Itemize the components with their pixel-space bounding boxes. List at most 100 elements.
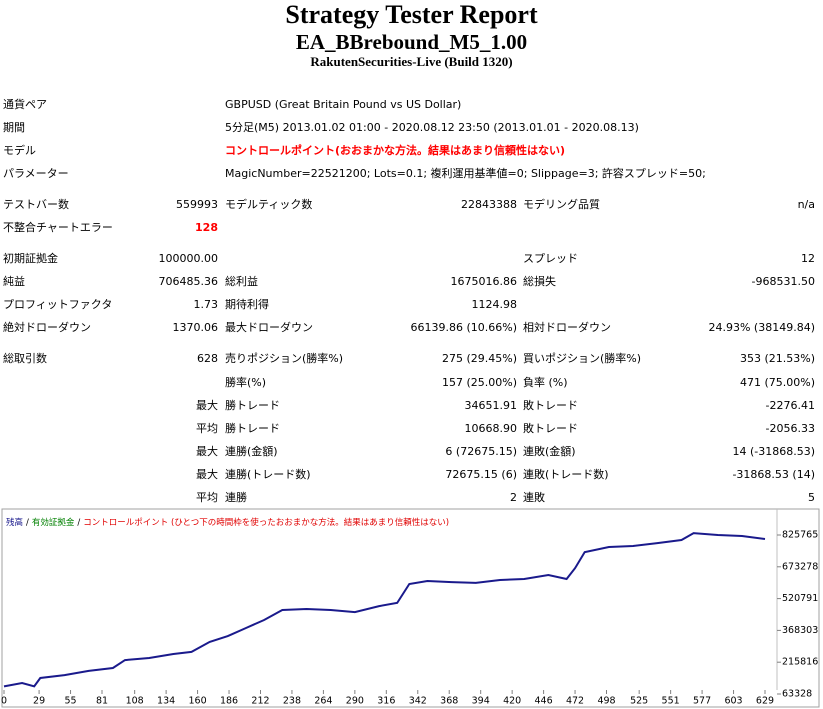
y-tick-label: 673278 <box>782 561 818 572</box>
x-tick-label: 0 <box>1 696 7 707</box>
stat-label: 勝トレード <box>225 399 280 412</box>
stat-value: 34651.91 <box>464 399 518 412</box>
stat-value: 353 (21.53%) <box>739 352 815 365</box>
stat-value: 100000.00 <box>158 252 219 265</box>
x-tick-label: 472 <box>566 696 584 707</box>
info-label: 通貨ペア <box>3 98 47 111</box>
balance-line <box>3 532 766 688</box>
stat-value: 最大 <box>196 445 218 458</box>
stat-value: 1370.06 <box>172 321 219 334</box>
stat-label: 期待利得 <box>225 298 269 311</box>
stat-value: 72675.15 (6) <box>445 468 517 481</box>
info-value: コントロールポイント(おおまかな方法。結果はあまり信頼性はない) <box>225 144 566 157</box>
stat-label: 連敗 <box>523 491 545 504</box>
chart-legend: 残高 / 有効証拠金 / コントロールポイント (ひとつ下の時間枠を使ったおおまかな方法… <box>6 517 449 528</box>
stat-value: 628 <box>197 352 218 365</box>
stat-label: 絶対ドローダウン <box>3 321 91 334</box>
x-tick-label: 264 <box>314 696 332 707</box>
x-tick-label: 212 <box>251 696 269 707</box>
y-tick-label: 368303 <box>782 625 818 636</box>
stat-value: 22843388 <box>461 198 517 211</box>
x-tick-label: 498 <box>597 696 615 707</box>
x-tick-label: 238 <box>283 696 301 707</box>
stat-value: 128 <box>195 221 218 234</box>
legend-separator: / <box>26 518 29 528</box>
info-label: パラメーター <box>3 167 69 180</box>
x-tick-label: 186 <box>220 696 238 707</box>
stat-label: 不整合チャートエラー <box>3 221 113 234</box>
y-tick-label: 215816 <box>782 657 818 668</box>
stat-label: 負率 (%) <box>523 376 568 389</box>
stat-label: 初期証拠金 <box>3 252 58 265</box>
stat-label: 総取引数 <box>3 352 47 365</box>
stat-value: 平均 <box>196 422 218 435</box>
stat-label: 敗トレード <box>523 422 578 435</box>
legend-entry: コントロールポイント (ひとつ下の時間枠を使ったおおまかな方法。結果はあまり信頼… <box>83 517 449 528</box>
stat-value: 706485.36 <box>158 275 219 288</box>
stat-value: -2056.33 <box>765 422 815 435</box>
stat-value: 10668.90 <box>464 422 518 435</box>
stat-label: プロフィットファクタ <box>3 298 113 311</box>
y-tick-label: 63328 <box>782 689 812 700</box>
stat-value: 12 <box>801 252 815 265</box>
stat-value: 最大 <box>196 468 218 481</box>
x-tick-label: 29 <box>33 696 45 707</box>
x-tick-label: 316 <box>377 696 395 707</box>
x-tick-label: 290 <box>346 696 364 707</box>
info-label: モデル <box>3 144 36 157</box>
stat-value: 最大 <box>196 399 218 412</box>
x-tick-label: 577 <box>693 696 711 707</box>
stat-label: 連敗(金額) <box>523 445 576 458</box>
legend-entry: 有効証拠金 <box>32 517 75 528</box>
report-title: Strategy Tester Report <box>285 0 538 29</box>
x-tick-label: 525 <box>630 696 648 707</box>
stat-label: 買いポジション(勝率%) <box>523 352 642 365</box>
x-tick-label: 108 <box>126 696 144 707</box>
stat-value: 471 (75.00%) <box>739 376 815 389</box>
stat-label: 連勝 <box>225 491 247 504</box>
stat-label: 連勝(トレード数) <box>225 468 311 481</box>
stat-value: 1124.98 <box>471 298 518 311</box>
stat-value: -2276.41 <box>765 399 815 412</box>
stat-label: 勝率(%) <box>225 376 267 389</box>
stat-label: 勝トレード <box>225 422 280 435</box>
stat-label: 敗トレード <box>523 399 578 412</box>
x-tick-label: 55 <box>64 696 76 707</box>
stat-value: 24.93% (38149.84) <box>708 321 815 334</box>
stat-label: 総利益 <box>225 275 258 288</box>
stat-value: 平均 <box>196 491 218 504</box>
stat-value: 5 <box>808 491 815 504</box>
stat-value: -968531.50 <box>751 275 815 288</box>
stat-label: テストバー数 <box>3 198 69 211</box>
stat-value: 157 (25.00%) <box>441 376 517 389</box>
x-tick-label: 368 <box>440 696 458 707</box>
server-name: RakutenSecurities-Live (Build 1320) <box>310 54 513 69</box>
stat-value: 559993 <box>176 198 218 211</box>
x-tick-label: 551 <box>662 696 680 707</box>
stat-label: 総損失 <box>523 275 556 288</box>
stat-label: スプレッド <box>523 252 578 265</box>
stat-label: 最大ドローダウン <box>225 321 313 334</box>
x-tick-label: 446 <box>535 696 553 707</box>
y-tick-label: 825765 <box>782 529 818 540</box>
x-tick-label: 394 <box>472 696 490 707</box>
stat-value: 14 (-31868.53) <box>732 445 815 458</box>
stat-value: 275 (29.45%) <box>441 352 517 365</box>
y-tick-label: 520791 <box>782 593 818 604</box>
stat-label: モデルティック数 <box>225 198 313 211</box>
report-subtitle: EA_BBrebound_M5_1.00 <box>295 30 528 54</box>
stat-value: 66139.86 (10.66%) <box>410 321 517 334</box>
x-tick-label: 160 <box>189 696 207 707</box>
info-value: MagicNumber=22521200; Lots=0.1; 複利運用基準値=… <box>225 167 706 180</box>
info-value: 5分足(M5) 2013.01.02 01:00 - 2020.08.12 23… <box>225 121 639 134</box>
x-tick-label: 134 <box>157 696 175 707</box>
stat-label: 純益 <box>3 275 25 288</box>
chart-frame <box>1 508 820 708</box>
x-tick-label: 81 <box>96 696 108 707</box>
x-tick-label: 629 <box>756 696 774 707</box>
stat-label: 相対ドローダウン <box>523 321 611 334</box>
stat-value: 6 (72675.15) <box>445 445 517 458</box>
stat-label: 連敗(トレード数) <box>523 468 609 481</box>
